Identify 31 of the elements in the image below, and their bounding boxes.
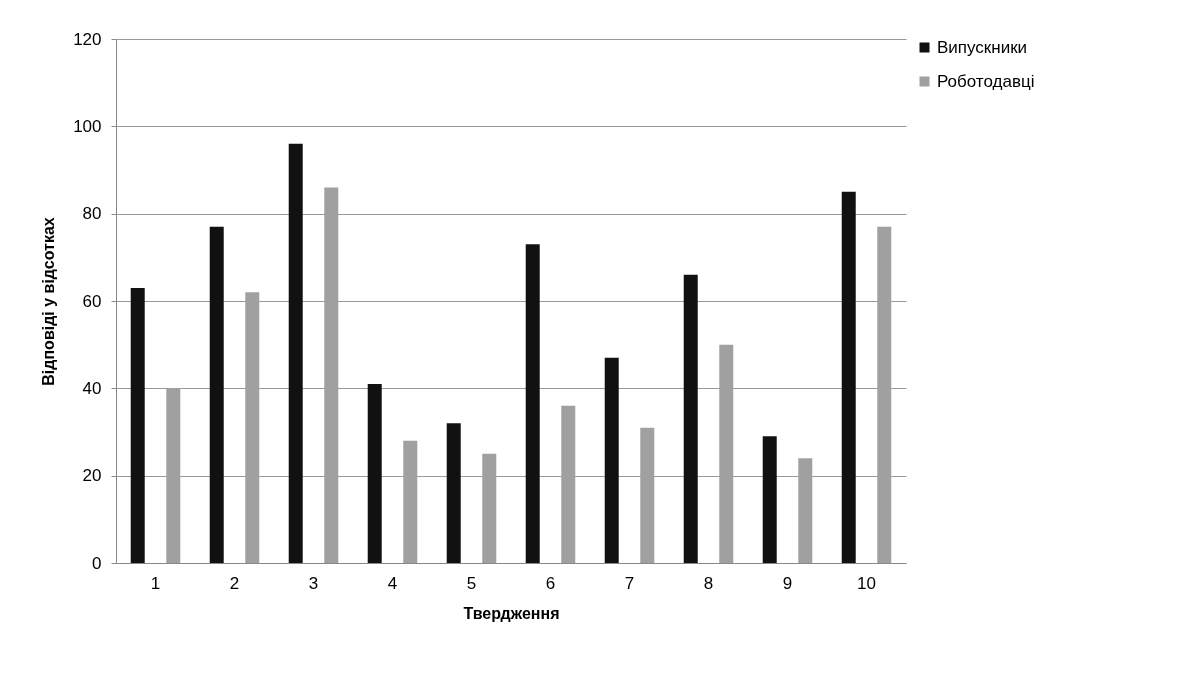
bar <box>604 357 619 563</box>
x-tick-label: 5 <box>466 573 477 593</box>
legend-label: Випускники <box>937 37 1028 57</box>
y-tick-label: 60 <box>82 291 102 311</box>
bar <box>683 274 698 563</box>
y-tick-label: 100 <box>73 116 102 136</box>
bar <box>762 436 777 563</box>
bar <box>841 191 856 563</box>
y-tick-label: 40 <box>82 378 102 398</box>
bar <box>446 423 461 563</box>
x-tick-label: 3 <box>308 573 319 593</box>
x-tick-label: 2 <box>229 573 240 593</box>
y-tick-label: 0 <box>92 553 102 573</box>
legend-label: Роботодавці <box>937 71 1035 91</box>
x-tick-label: 1 <box>150 573 161 593</box>
y-tick-label: 20 <box>82 466 102 486</box>
bar <box>525 244 540 563</box>
x-tick-label: 4 <box>387 573 398 593</box>
bar <box>288 143 303 563</box>
x-tick-label: 6 <box>545 573 556 593</box>
y-axis-title: Відповіді у відсотках <box>40 217 58 386</box>
y-tick-label: 80 <box>82 204 102 224</box>
bar <box>130 287 145 563</box>
bar <box>367 383 382 563</box>
y-tick-label: 120 <box>73 29 102 49</box>
x-tick-label: 7 <box>624 573 635 593</box>
x-tick-label: 10 <box>857 573 876 593</box>
x-tick-label: 8 <box>703 573 714 593</box>
x-axis-title: Твердження <box>463 604 560 622</box>
x-tick-label: 9 <box>782 573 793 593</box>
bar <box>209 226 224 563</box>
